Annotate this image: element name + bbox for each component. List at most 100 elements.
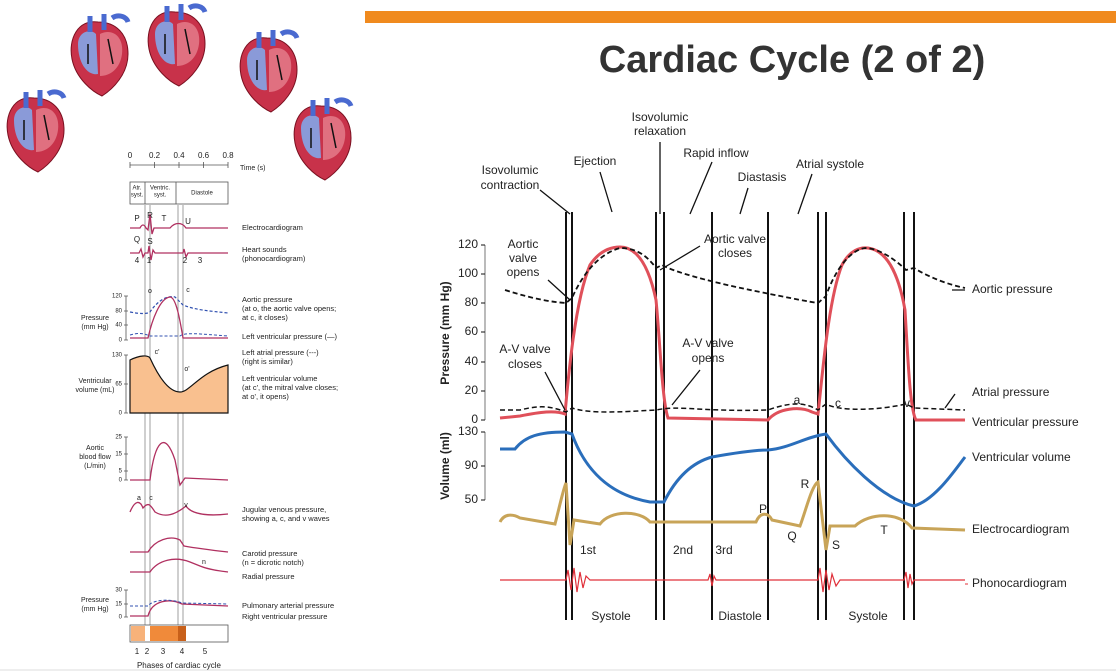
axis-label: Pressure (mm Hg) bbox=[438, 281, 452, 384]
label: Carotid pressure bbox=[242, 549, 297, 558]
label: (mm Hg) bbox=[81, 324, 108, 331]
label: Aortic pressure bbox=[242, 295, 292, 304]
tick-label: 120 bbox=[112, 294, 123, 300]
slide-title: Cardiac Cycle (2 of 2) bbox=[599, 39, 985, 81]
wave-letter: P bbox=[134, 214, 139, 223]
tick-label: 3 bbox=[161, 647, 166, 656]
label: Aortic bbox=[86, 445, 104, 452]
phase-label: Systole bbox=[848, 609, 888, 623]
tick-label: 25 bbox=[115, 435, 122, 441]
phase-label: Diastole bbox=[718, 609, 762, 623]
tick-label: 65 bbox=[115, 382, 122, 388]
event-label: Isovolumic bbox=[632, 110, 689, 124]
wave-letter: a bbox=[794, 393, 801, 407]
tick-label: 0.2 bbox=[149, 151, 161, 160]
event-label: Ejection bbox=[574, 154, 617, 168]
curve-label: Ventricular pressure bbox=[972, 415, 1079, 429]
label: Right ventricular pressure bbox=[242, 612, 327, 621]
tick-label: 30 bbox=[115, 588, 122, 594]
curve-letter: o' bbox=[184, 366, 189, 373]
label: Ventricular bbox=[78, 378, 112, 385]
annotation: Aortic valve bbox=[704, 232, 766, 246]
annotation: A-V valve bbox=[682, 336, 734, 350]
tick-label: 0.4 bbox=[173, 151, 185, 160]
heart-sound: 3rd bbox=[715, 543, 732, 557]
sound-number: 3 bbox=[198, 256, 203, 265]
tick-label: 130 bbox=[458, 424, 478, 438]
phase-label: Systole bbox=[591, 609, 631, 623]
wave-letter: T bbox=[162, 214, 167, 223]
label: Left ventricular volume bbox=[242, 374, 317, 383]
tick-label: 0.6 bbox=[198, 151, 210, 160]
wave-letter: T bbox=[880, 523, 888, 537]
annotation: opens bbox=[692, 351, 725, 365]
tick-label: 100 bbox=[458, 266, 478, 280]
annotation: valve bbox=[509, 251, 537, 265]
tick-label: 0 bbox=[119, 338, 123, 344]
label: Pressure bbox=[81, 315, 109, 322]
sound-number: 2 bbox=[183, 256, 188, 265]
label: showing a, c, and v waves bbox=[242, 514, 330, 523]
label: (at o, the aortic valve opens; bbox=[242, 304, 336, 313]
axis-label: Volume (ml) bbox=[438, 432, 452, 500]
left-figure bbox=[124, 162, 229, 643]
curve-letter: c bbox=[149, 495, 153, 502]
tick-label: 2 bbox=[145, 647, 150, 656]
label: blood flow bbox=[79, 454, 111, 461]
wave-letter: R bbox=[147, 211, 153, 220]
label: syst. bbox=[131, 193, 144, 199]
curve-label: Ventricular volume bbox=[972, 450, 1071, 464]
tick-label: 0 bbox=[471, 412, 478, 426]
texts: Cardiac Cycle (2 of 2) Time (s) 0 0.2 0.4 0.6… bbox=[76, 39, 1079, 670]
tick-label: 90 bbox=[465, 458, 479, 472]
tick-label: 0 bbox=[119, 615, 123, 621]
label: Left ventricular pressure (—) bbox=[242, 332, 338, 341]
sound-number: 4 bbox=[135, 256, 140, 265]
event-label: Atrial systole bbox=[796, 157, 864, 171]
label: Left atrial pressure (---) bbox=[242, 348, 319, 357]
tick-label: 130 bbox=[112, 353, 123, 359]
label: at c, it closes) bbox=[242, 313, 288, 322]
annotation: A-V valve bbox=[499, 342, 551, 356]
wave-letter: S bbox=[832, 538, 840, 552]
wave-letter: Q bbox=[787, 529, 796, 543]
right-figure bbox=[481, 142, 968, 620]
wave-letter: c bbox=[835, 396, 841, 410]
tick-label: 80 bbox=[465, 295, 479, 309]
label: (right is similar) bbox=[242, 357, 293, 366]
tick-label: 50 bbox=[465, 492, 479, 506]
label: Heart sounds bbox=[242, 245, 287, 254]
tick-label: 5 bbox=[119, 469, 123, 475]
event-label: Rapid inflow bbox=[683, 146, 749, 160]
label: Diastole bbox=[191, 191, 213, 197]
tick-label: 15 bbox=[115, 602, 122, 608]
tick-label: 0 bbox=[119, 478, 123, 484]
tick-label: 120 bbox=[458, 237, 478, 251]
tick-label: 80 bbox=[115, 309, 122, 315]
tick-label: 0.8 bbox=[222, 151, 234, 160]
label: Pressure bbox=[81, 597, 109, 604]
label: Atr. bbox=[132, 186, 141, 192]
annotation: Aortic bbox=[508, 237, 539, 251]
wave-letter: U bbox=[185, 217, 191, 226]
label: Pulmonary arterial pressure bbox=[242, 601, 334, 610]
curve-label: Electrocardiogram bbox=[972, 522, 1069, 536]
tick-label: 0 bbox=[128, 151, 133, 160]
label: (n = dicrotic notch) bbox=[242, 558, 304, 567]
annotation: opens bbox=[507, 265, 540, 279]
event-label: Diastasis bbox=[738, 170, 787, 184]
tick-label: 4 bbox=[180, 647, 185, 656]
curve-letter: v bbox=[184, 502, 188, 509]
wave-letter: P bbox=[759, 502, 767, 516]
event-label: relaxation bbox=[634, 124, 686, 138]
curve-letter: o bbox=[148, 288, 152, 295]
wave-letter: S bbox=[147, 237, 152, 246]
curve-letter: c' bbox=[155, 349, 160, 356]
label: volume (mL) bbox=[76, 387, 115, 394]
tick-label: 40 bbox=[115, 323, 122, 329]
curve-label: Phonocardiogram bbox=[972, 576, 1067, 590]
wave-letter: v bbox=[904, 396, 910, 410]
axis-label: Time (s) bbox=[240, 165, 265, 172]
annotation: closes bbox=[718, 246, 752, 260]
